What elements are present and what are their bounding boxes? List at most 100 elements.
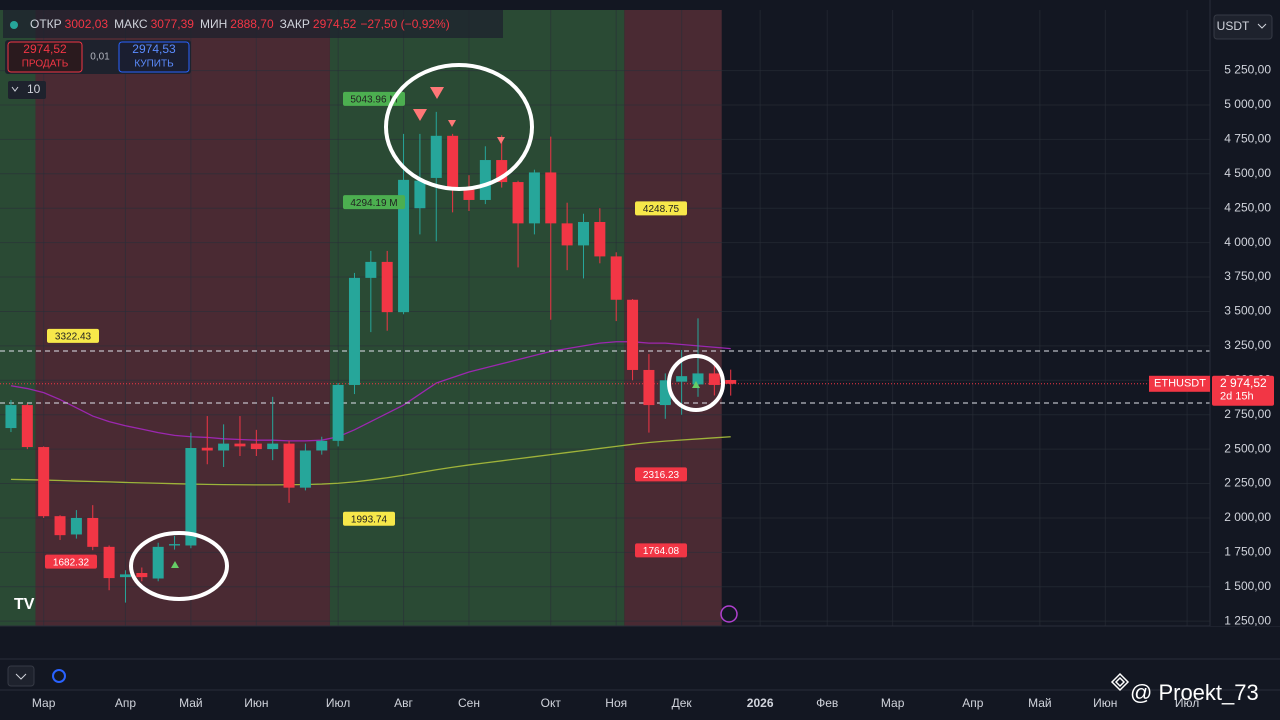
candle-body xyxy=(21,405,33,448)
candle-body xyxy=(496,160,508,183)
time-axis-bg xyxy=(0,626,1280,720)
candle-body xyxy=(234,443,246,447)
candle-body xyxy=(103,546,115,579)
x-tick-label: Окт xyxy=(541,696,562,710)
y-tick-label: 1 750,00 xyxy=(1224,545,1271,559)
candle-body xyxy=(54,516,66,536)
sell-button[interactable] xyxy=(7,41,83,73)
annotation-box xyxy=(635,201,687,216)
candle-body xyxy=(5,405,17,429)
ohlc-item: ЗАКР xyxy=(280,17,310,31)
spread: 0,01 xyxy=(90,52,110,63)
candle-body xyxy=(627,299,639,370)
moving-average xyxy=(10,341,731,442)
candle-body xyxy=(267,443,279,450)
candle-body xyxy=(447,135,459,188)
chevron-icon xyxy=(15,673,27,680)
ohlc-item: МИН xyxy=(200,17,227,31)
candle-body xyxy=(414,180,426,209)
sell-label: ПРОДАТЬ xyxy=(22,59,69,70)
ohlc-item: ОТКР xyxy=(30,17,62,31)
highlight-circle xyxy=(667,354,725,412)
y-tick-label: 4 000,00 xyxy=(1224,235,1271,249)
y-tick-label: 1 500,00 xyxy=(1224,579,1271,593)
candle-body xyxy=(512,182,524,224)
x-tick-label: Авг xyxy=(394,696,413,710)
x-tick-label: Апр xyxy=(115,696,137,710)
x-tick-label: Дек xyxy=(672,696,693,710)
candle-body xyxy=(119,574,131,578)
annotation-label: 5043.96 M xyxy=(350,95,397,106)
x-tick-label: Июл xyxy=(1175,696,1199,710)
price-tag-label: 2 974,52 xyxy=(1220,376,1267,390)
collapse-button[interactable] xyxy=(7,665,35,687)
countdown: 2d 15h xyxy=(1220,391,1254,403)
annotation-box xyxy=(635,543,687,558)
annotation-label: 4294.19 M xyxy=(350,198,397,209)
lots: 10 xyxy=(27,82,41,96)
currency-button[interactable] xyxy=(1213,14,1273,40)
y-tick-label: 4 750,00 xyxy=(1224,132,1271,146)
candle-body xyxy=(152,546,164,579)
x-tick-label: 2026 xyxy=(747,696,774,710)
signal-zone xyxy=(35,10,330,626)
y-tick-label: 3 750,00 xyxy=(1224,269,1271,283)
ohlc-item: 3002,03 xyxy=(65,17,109,31)
ohlc-legend: ОТКР 3002,03 МАКС 3077,39 МИН 2888,70 ЗАКР 2974… xyxy=(30,17,450,31)
buy-price: 2974,53 xyxy=(132,42,176,56)
y-tick-label: 1 250,00 xyxy=(1224,613,1271,627)
annotation-box xyxy=(343,195,405,210)
candle-body xyxy=(38,447,50,517)
candle-body xyxy=(545,172,557,224)
annotation-label: 4248.75 xyxy=(643,204,680,215)
x-tick-label: Июл xyxy=(326,696,350,710)
candle-body xyxy=(332,384,344,441)
chevron-icon xyxy=(1257,23,1267,29)
annotation-label: 2316.23 xyxy=(643,470,680,481)
annotation-label: 1993.74 xyxy=(351,514,388,525)
currency: USDT xyxy=(1217,19,1250,33)
candle-body xyxy=(659,380,671,406)
signal-triangle xyxy=(413,109,427,121)
watermark-logo xyxy=(1110,672,1130,692)
legend-bg xyxy=(3,10,503,38)
status-dot xyxy=(10,21,18,29)
x-tick-label: Май xyxy=(1028,696,1052,710)
candle-body xyxy=(676,376,688,382)
annotation-label: 1682.32 xyxy=(53,557,90,568)
candle-body xyxy=(561,223,573,246)
highlight-circle xyxy=(384,63,534,191)
lots-button[interactable] xyxy=(8,81,46,99)
candle-body xyxy=(169,544,181,546)
settings-icon[interactable] xyxy=(52,669,66,683)
candle-body xyxy=(348,277,360,385)
candle-body xyxy=(430,135,442,178)
y-tick-label: 2 000,00 xyxy=(1224,510,1271,524)
ohlc-item: МАКС xyxy=(114,17,148,31)
signal-triangle xyxy=(430,87,444,99)
sell-price: 2974,52 xyxy=(23,42,67,56)
candle-body xyxy=(316,440,328,451)
signal-triangle xyxy=(497,137,505,144)
candle-body xyxy=(594,221,606,257)
candle-body xyxy=(610,256,622,300)
signal-zone xyxy=(0,10,36,626)
x-tick-label: Мар xyxy=(32,696,56,710)
annotation-box xyxy=(45,554,97,569)
candle-body xyxy=(201,447,213,451)
candle-body xyxy=(381,261,393,313)
marks-layer: 3322.43 1682.32 1993.74 5043.96 M 4294.19 M 4… xyxy=(5,91,737,603)
candle-body xyxy=(299,450,311,488)
candle-body xyxy=(365,261,377,278)
logo: TV xyxy=(14,596,35,613)
ohlc-item: 2888,70 xyxy=(230,17,274,31)
ohlc-item: −27,50 (−0,92%) xyxy=(360,17,449,31)
annotation-label: 1764.08 xyxy=(643,546,680,557)
ohlc-item: 2974,52 xyxy=(313,17,357,31)
candle-body xyxy=(725,380,737,384)
buy-button[interactable] xyxy=(118,41,190,73)
annotation-box xyxy=(47,328,99,343)
y-tick-label: 4 250,00 xyxy=(1224,200,1271,214)
